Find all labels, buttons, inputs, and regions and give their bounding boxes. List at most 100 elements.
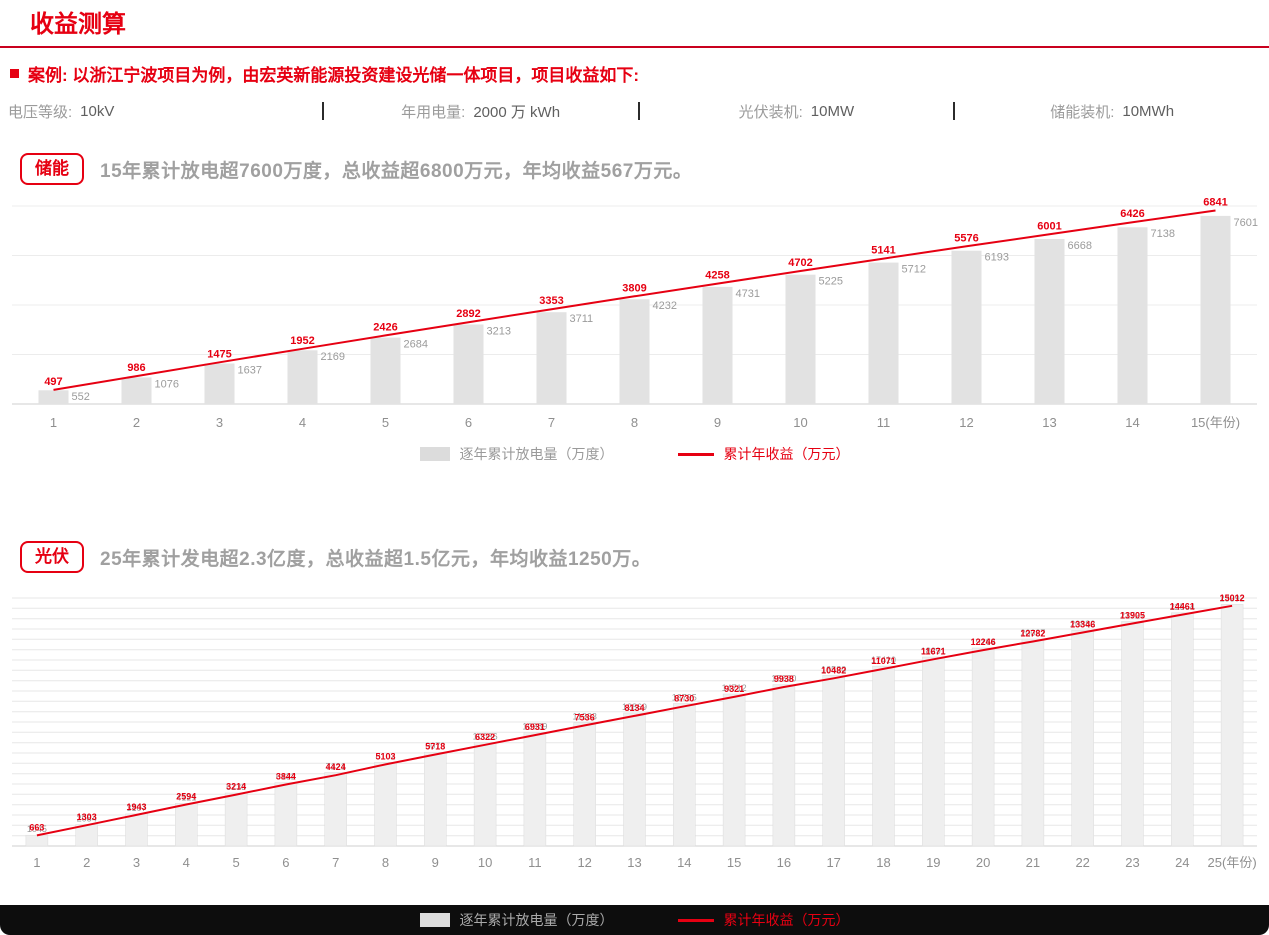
param-voltage-level: 电压等级: 10kV [0,101,322,122]
x-axis-label: 16 [777,855,791,870]
x-axis-label: 5 [382,415,389,430]
legend-line-label: 累计年收益（万元） [723,446,850,462]
line-value-label: 5576 [954,232,978,244]
bar [424,751,447,847]
line-value-label: 13905 [1120,611,1145,621]
pv-chart-svg: 1045120842310734121451335613267121781028… [12,593,1257,870]
pv-badge: 光伏 [20,541,84,573]
bar-value-label: 2084 [77,814,97,824]
line-value-label: 6322 [475,732,495,742]
storage-section-header: 储能 15年累计放电超7600万度，总收益超6800万元，年均收益567万元。 [20,150,1269,188]
bar [370,337,401,404]
bar-value-label: 7138 [1151,228,1175,240]
header: 收益测算 [0,0,1269,48]
param-label: 电压等级: [8,103,73,121]
line-value-label: 663 [29,822,44,832]
bar [922,656,945,847]
bar [1034,239,1065,404]
bar [971,647,995,847]
line-value-label: 7536 [575,712,595,722]
bar [573,722,596,847]
bar-value-label: 19164 [971,637,996,647]
bar [673,703,696,847]
line-value-label: 497 [44,376,62,388]
bar [722,693,746,847]
bar [872,665,895,847]
case-text: 案例: 以浙江宁波项目为例，由宏英新能源投资建设光储一体项目，项目收益如下: [28,65,640,85]
pv-chart: 1045 1 2084 2 3107 3 4121 4 5133 5 6132 6 7121 7 8102 8… [12,582,1257,876]
line-value-label: 986 [127,362,145,374]
x-axis-label: 14 [1125,415,1139,430]
bar [1220,604,1244,847]
bar [772,684,796,847]
param-value: 10MWh [1122,102,1175,120]
param-label: 储能装机: [1050,103,1115,121]
line-value-label: 1952 [290,335,314,347]
line-value-label: 4424 [326,762,346,772]
x-axis-label: 3 [133,855,140,870]
line-value-label: 15012 [1220,593,1245,603]
x-axis-label: 12 [577,855,591,870]
x-axis-label: 20 [976,855,990,870]
bar-swatch-icon [419,913,450,927]
x-axis-label: 15(年份) [1191,415,1240,430]
bar-value-label: 21727 [1120,611,1145,621]
bar [1200,215,1231,404]
line-value-label: 4258 [705,270,729,282]
x-axis-label: 13 [1042,415,1056,430]
bar [536,312,567,404]
legend-item-bars: 逐年累计放电量（万度） [419,910,614,930]
bar-value-label: 6193 [985,252,1009,264]
case-row: 案例: 以浙江宁波项目为例，由宏英新能源投资建设光储一体项目，项目收益如下: [10,62,1269,85]
bar-value-label: 10036 [473,731,498,741]
line-value-label: 9321 [724,684,744,694]
x-axis-label: 25(年份) [1208,855,1257,870]
x-axis-label: 18 [876,855,890,870]
line-value-label: 11071 [871,656,896,666]
param-pv-capacity: 光伏装机: 10MW [640,101,954,122]
line-value-label: 4702 [788,257,812,269]
line-value-label: 1303 [77,812,97,822]
bar-value-label: 18291 [921,646,946,656]
line-value-label: 1475 [207,348,231,360]
bar-value-label: 9073 [425,741,445,751]
line-value-label: 6931 [525,722,545,732]
bar [822,675,845,847]
line-value-label: 6426 [1120,208,1144,220]
bar-value-label: 16520 [821,664,846,674]
bar-value-label: 22564 [1170,602,1195,612]
line-value-label: 6001 [1037,220,1061,232]
x-axis-label: 10 [793,415,807,430]
pv-summary-text: 25年累计发电超2.3亿度，总收益超1.5亿元，年均收益1250万。 [100,548,652,570]
x-axis-label: 7 [548,415,555,430]
bar [523,732,547,847]
bar-value-label: 2169 [321,351,345,363]
line-value-label: 2892 [456,308,480,320]
bar-value-label: 6132 [276,772,296,782]
bar-value-label: 4731 [736,288,760,300]
pv-section-header: 光伏 25年累计发电超2.3亿度，总收益超1.5亿元，年均收益1250万。 [20,538,1269,576]
line-swatch-icon [677,918,714,922]
bar [951,250,982,404]
bar [619,299,650,404]
line-value-label: 5141 [871,245,895,257]
x-axis-label: 2 [133,415,140,430]
bar-value-label: 23392 [1220,593,1245,603]
param-label: 年用电量: [401,103,466,121]
line-value-label: 3214 [226,782,246,792]
x-axis-label: 11 [877,415,891,430]
param-value: 10MW [810,102,855,120]
line-value-label: 8134 [624,703,644,713]
bar-swatch-icon [419,447,450,461]
x-axis-label: 9 [432,855,439,870]
bar-value-label: 2684 [404,339,428,351]
storage-badge: 储能 [20,153,84,185]
bar-value-label: 14712 [722,683,747,693]
x-axis-label: 5 [232,855,239,870]
x-axis-label: 13 [627,855,641,870]
bar [1117,227,1148,404]
bar [702,286,733,404]
line-value-label: 3844 [276,772,296,782]
x-axis-label: 2 [83,855,90,870]
bar-value-label: 552 [72,391,90,403]
